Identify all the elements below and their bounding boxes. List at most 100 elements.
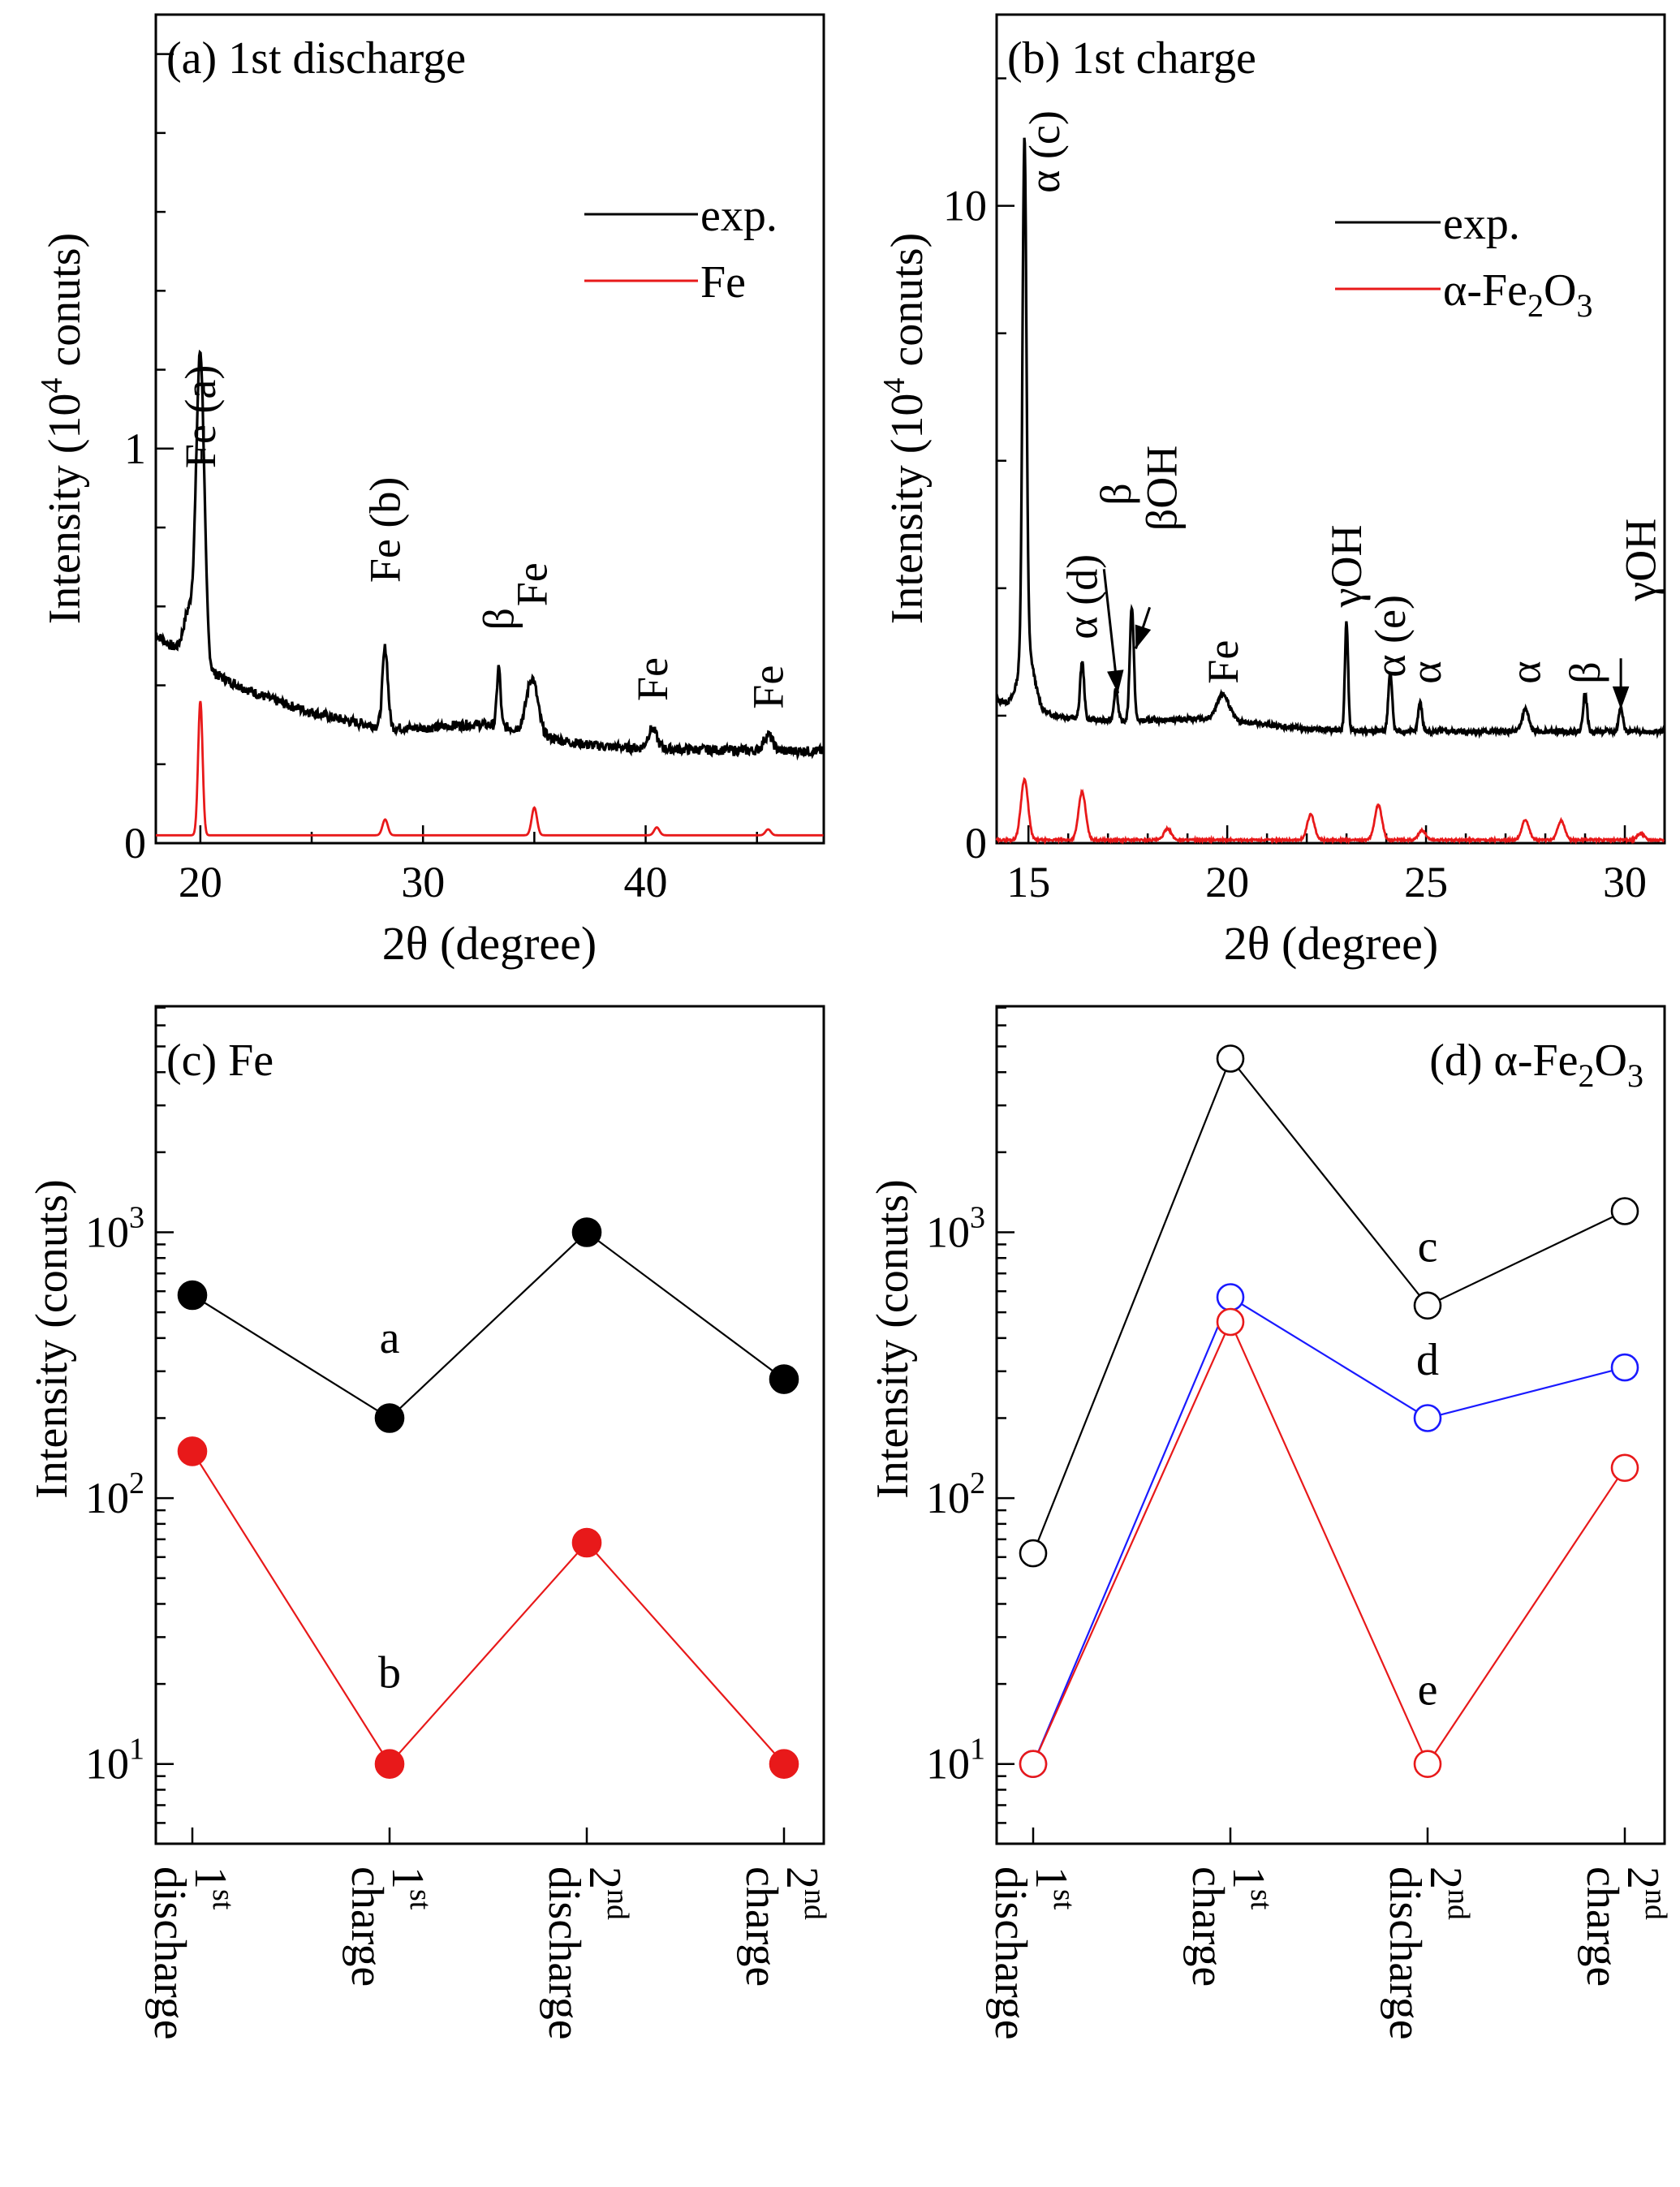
- category-label-word: discharge: [985, 1866, 1036, 2040]
- panel-b-frame: [995, 13, 1666, 845]
- panel-b-x-tick-labels: 15 20 25 30: [1006, 858, 1647, 906]
- panel-b-y-axis-label-prefix: Intensity (10: [882, 394, 933, 625]
- series-point-d: [1216, 1283, 1245, 1311]
- panel-b-annotation: α: [1402, 661, 1450, 683]
- point-label: b: [378, 1648, 401, 1698]
- annotation-arrowhead: [1612, 686, 1630, 710]
- panel-a-legend-fe: Fe: [700, 257, 746, 308]
- series-point-b: [769, 1749, 799, 1779]
- category-label-ordinal: 1: [1026, 1866, 1076, 1889]
- category-label-word: charge: [736, 1866, 786, 1987]
- panel-a-series-fe: [156, 700, 824, 837]
- y-tick-label: 1: [124, 424, 146, 473]
- panel-b-arrows: [1102, 569, 1630, 710]
- series-point-d: [1610, 1353, 1639, 1382]
- y-tick-label-base: 10: [85, 1740, 129, 1789]
- panel-a-annotation: Fe: [743, 665, 792, 709]
- formula-subscript: 3: [1576, 287, 1592, 324]
- panel-c-series: [177, 1217, 799, 1779]
- panel-a-title: (a) 1st discharge: [166, 33, 466, 84]
- category-label-superscript: st: [206, 1889, 240, 1910]
- y-tick-label-exponent: 2: [970, 1466, 985, 1500]
- x-tick-label: 15: [1006, 858, 1050, 906]
- category-label-ordinal: 2: [1420, 1866, 1471, 1889]
- panel-b-xrd-1st-charge: (b) 1st charge exp. α-Fe2O3 α (c)α (d)ββ…: [877, 13, 1666, 970]
- y-tick-label-exponent: 1: [970, 1733, 985, 1767]
- panel-b-annotation: γOH: [1322, 525, 1371, 609]
- panel-a-legend-exp: exp.: [700, 191, 778, 241]
- category-label-ordinal: 2: [1618, 1866, 1668, 1889]
- panel-b-annotation: Fe: [1199, 640, 1247, 684]
- panel-b-series-exp: [995, 137, 1665, 739]
- series-point-c: [1610, 1197, 1639, 1225]
- category-label-superscript: nd: [601, 1889, 635, 1920]
- panel-b-annotation: βOH: [1137, 446, 1186, 531]
- category-label-superscript: st: [403, 1889, 437, 1910]
- category-label-ordinal: 1: [382, 1866, 433, 1889]
- panel-b-series-alpha-fe2o3: [995, 777, 1665, 846]
- panel-d-y-axis-label: Intensity (conuts): [868, 1179, 918, 1498]
- formula-text: O: [1544, 265, 1576, 316]
- panel-a-annotation: Fe: [628, 657, 677, 701]
- y-tick-label-base: 10: [926, 1474, 970, 1522]
- category-label-ordinal: 2: [579, 1866, 630, 1889]
- category-label: 2nd: [1618, 1866, 1673, 1920]
- series-line-e: [1032, 1320, 1626, 1766]
- series-point-a: [374, 1403, 405, 1433]
- category-label-word: discharge: [539, 1866, 589, 2040]
- point-label: d: [1416, 1335, 1439, 1385]
- panel-b-legend-alpha-fe2o3: α-Fe2O3: [1443, 265, 1592, 324]
- category-label-word: discharge: [1380, 1866, 1430, 2040]
- category-label: 2nd: [777, 1866, 832, 1920]
- panel-a-frame: [154, 13, 825, 845]
- y-tick-label-exponent: 2: [129, 1466, 144, 1500]
- panel-a-x-tick-labels: 20 30 40: [179, 858, 668, 906]
- panel-a-annotation: Fe (b): [361, 477, 410, 583]
- category-label-word: discharge: [144, 1866, 195, 2040]
- category-label-superscript: nd: [1639, 1889, 1673, 1920]
- panel-c-ticks: [156, 1006, 786, 1844]
- y-tick-label: 101: [85, 1733, 144, 1789]
- formula-subscript: 3: [1627, 1057, 1643, 1094]
- y-tick-label: 103: [926, 1200, 985, 1256]
- y-tick-label: 10: [943, 182, 987, 230]
- panel-b-annotation: α (c): [1020, 110, 1069, 193]
- series-point-e: [1216, 1307, 1245, 1337]
- panel-b-title: (b) 1st charge: [1007, 33, 1256, 84]
- panel-b-y-axis-label: Intensity (104 conuts): [877, 233, 933, 624]
- panel-d-point-labels: c d e: [1416, 1222, 1439, 1716]
- series-point-e: [1413, 1750, 1442, 1778]
- panel-d-series: [1019, 1044, 1639, 1778]
- point-label: e: [1418, 1664, 1438, 1715]
- panel-d-y-tick-labels: 101 102 103: [926, 1200, 985, 1788]
- panel-b-y-axis-label-exponent: 4: [877, 378, 911, 394]
- panel-b-annotation: γOH: [1617, 519, 1665, 602]
- panel-b-y-axis-label-suffix: conuts): [882, 233, 933, 378]
- category-label: 2nd: [579, 1866, 635, 1920]
- category-label: 1st: [1026, 1866, 1081, 1910]
- series-point-d: [1413, 1404, 1442, 1432]
- category-label-word: charge: [1182, 1866, 1233, 1987]
- category-label: 1st: [382, 1866, 437, 1910]
- panel-b-legend-exp: exp.: [1443, 199, 1520, 249]
- category-label: 1st: [1223, 1866, 1278, 1910]
- category-label-ordinal: 1: [185, 1866, 235, 1889]
- category-label-ordinal: 2: [777, 1866, 827, 1889]
- panel-d-title: (d) α-Fe2O3: [1429, 1035, 1643, 1094]
- panel-a-annotation: Fe (a): [176, 365, 225, 468]
- panel-b-annotation: α (e): [1366, 595, 1415, 678]
- category-label-superscript: st: [1047, 1889, 1081, 1910]
- panel-a-xrd-1st-discharge: (a) 1st discharge exp. Fe Fe (a)Fe (b)βF…: [35, 13, 825, 970]
- panel-d-ticks: [997, 1006, 1626, 1844]
- panel-a-y-axis-label-suffix: conuts): [40, 233, 90, 378]
- x-tick-label: 25: [1404, 858, 1448, 906]
- series-point-a: [571, 1217, 602, 1247]
- formula-text: α-Fe: [1443, 265, 1527, 316]
- y-tick-label: 101: [926, 1733, 985, 1789]
- series-line-b: [192, 1450, 785, 1766]
